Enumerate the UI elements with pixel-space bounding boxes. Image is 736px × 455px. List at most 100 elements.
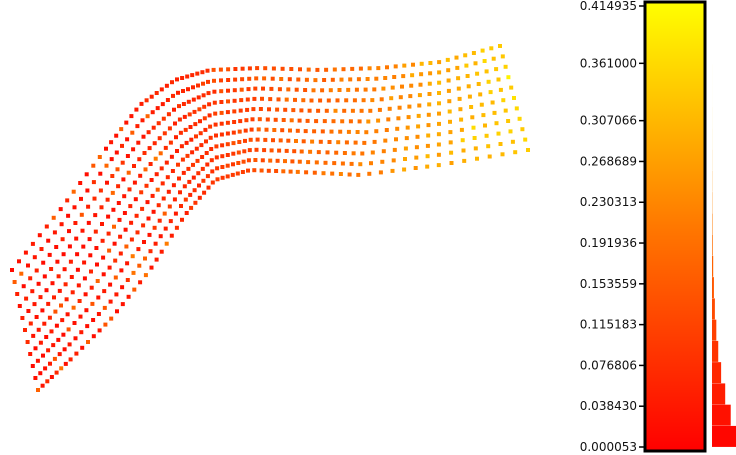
data-point — [213, 111, 218, 116]
data-point — [316, 108, 321, 113]
data-point — [303, 88, 308, 92]
data-point — [165, 175, 170, 180]
data-point — [142, 240, 146, 244]
data-point — [167, 126, 172, 131]
data-point — [397, 105, 402, 110]
data-point — [137, 157, 142, 162]
data-point — [401, 74, 406, 79]
data-point — [219, 110, 224, 115]
data-point — [483, 123, 487, 128]
data-point — [116, 201, 121, 205]
data-point — [350, 66, 355, 71]
data-point — [72, 321, 77, 325]
data-point — [220, 175, 225, 180]
data-point — [462, 158, 467, 163]
data-point — [457, 96, 462, 101]
data-point — [231, 151, 236, 156]
data-point — [113, 275, 118, 280]
data-point — [279, 77, 284, 81]
data-point — [244, 118, 249, 123]
data-point — [436, 142, 441, 147]
data-point — [131, 270, 136, 275]
data-point — [45, 379, 50, 384]
data-point — [286, 87, 291, 92]
data-point — [263, 66, 268, 71]
data-point — [182, 184, 187, 189]
data-point — [108, 282, 113, 287]
data-point — [151, 209, 156, 214]
data-point — [225, 142, 230, 147]
data-point — [303, 129, 308, 134]
data-point — [134, 213, 139, 218]
color-scale-gradient — [643, 0, 707, 453]
data-point — [404, 136, 409, 141]
data-point — [246, 168, 250, 173]
data-point — [206, 91, 211, 96]
data-point — [338, 129, 343, 134]
data-point — [135, 230, 140, 235]
data-point — [394, 137, 398, 142]
data-point — [321, 171, 326, 176]
data-point — [104, 163, 109, 168]
data-point — [351, 151, 356, 156]
data-point — [459, 127, 464, 132]
data-point — [329, 129, 334, 134]
data-point — [52, 295, 56, 300]
data-point — [267, 107, 271, 112]
data-point — [48, 361, 52, 366]
data-point — [56, 274, 61, 279]
data-point — [464, 63, 469, 68]
colorbar-tick-label: 0.153559 — [580, 277, 637, 291]
data-point — [281, 169, 286, 174]
data-point — [239, 87, 244, 92]
data-point — [33, 376, 38, 380]
data-point — [220, 154, 225, 159]
data-point — [87, 237, 92, 242]
data-point — [169, 233, 174, 238]
data-point — [197, 107, 202, 112]
data-point — [326, 98, 331, 103]
data-point — [115, 167, 120, 172]
data-point — [520, 127, 525, 132]
data-point — [125, 154, 130, 158]
data-point — [71, 305, 76, 310]
data-point — [203, 127, 208, 132]
data-point — [269, 148, 274, 153]
data-point — [206, 79, 210, 84]
data-point — [367, 171, 372, 176]
data-point — [41, 260, 46, 265]
data-point — [480, 48, 485, 53]
data-point — [472, 136, 477, 140]
data-point — [74, 236, 79, 241]
data-point — [496, 77, 501, 82]
data-point — [231, 130, 236, 135]
data-point — [387, 106, 392, 111]
data-point — [236, 161, 241, 165]
data-point — [98, 188, 103, 193]
data-point — [273, 117, 278, 122]
data-point — [212, 78, 216, 83]
data-point — [104, 146, 108, 151]
data-point — [141, 223, 146, 228]
data-point — [202, 104, 207, 109]
data-point — [297, 159, 302, 164]
data-point — [75, 267, 80, 272]
data-point — [183, 197, 188, 202]
histogram-bin — [712, 298, 715, 320]
data-point — [356, 172, 361, 177]
data-point — [367, 66, 372, 71]
data-point — [374, 76, 379, 81]
data-point — [315, 67, 320, 72]
data-point — [416, 113, 421, 118]
data-point — [122, 211, 127, 215]
data-point — [58, 207, 63, 212]
data-point — [252, 96, 257, 101]
data-point — [283, 159, 287, 164]
data-point — [417, 103, 422, 108]
data-point — [149, 265, 154, 270]
data-point — [255, 137, 260, 142]
data-point — [455, 65, 460, 70]
data-point — [243, 138, 247, 143]
data-point — [215, 166, 220, 171]
data-point — [139, 101, 144, 106]
